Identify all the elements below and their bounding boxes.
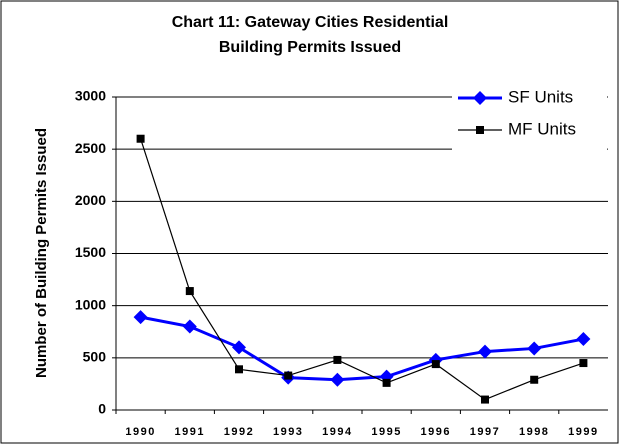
data-point <box>136 134 145 143</box>
data-point <box>133 310 148 325</box>
series-line <box>140 315 584 382</box>
data-point <box>235 365 243 374</box>
legend-label: SF Units <box>508 87 573 106</box>
x-tick-label: 1993 <box>273 426 303 438</box>
data-point <box>333 355 342 364</box>
y-axis-label: Number of Building Permits Issued <box>33 128 50 378</box>
data-point <box>232 340 246 355</box>
y-tick-label: 1500 <box>75 244 106 260</box>
data-point <box>579 359 588 368</box>
data-point <box>182 319 197 334</box>
data-point <box>284 371 293 380</box>
data-point <box>527 341 542 356</box>
series-line <box>140 138 584 401</box>
data-point <box>530 375 539 384</box>
chart-title: Chart 11: Gateway Cities Residential Bui… <box>171 14 449 56</box>
data-point <box>478 344 492 359</box>
x-tick-label: 1991 <box>175 426 205 438</box>
data-point <box>382 378 391 387</box>
x-tick-label: 1997 <box>470 426 500 438</box>
data-point <box>576 332 591 347</box>
y-tick-label: 2500 <box>75 140 106 156</box>
legend-label: MF Units <box>508 119 576 138</box>
x-tick-label: 1990 <box>125 426 155 438</box>
x-tick-label: 1994 <box>322 426 352 438</box>
y-tick-label: 0 <box>98 401 106 417</box>
y-tick-label: 3000 <box>75 88 106 104</box>
y-tick-label: 500 <box>83 349 107 365</box>
data-point <box>185 287 194 296</box>
data-point <box>431 360 440 369</box>
x-tick-label: 1995 <box>371 426 401 438</box>
data-point <box>481 395 489 404</box>
x-tick-label: 1996 <box>421 426 451 438</box>
legend-marker <box>473 91 487 105</box>
y-tick-label: 2000 <box>75 192 106 208</box>
x-tick-label: 1999 <box>568 426 598 438</box>
x-tick-label: 1998 <box>519 426 549 438</box>
y-tick-label: 1000 <box>75 296 106 312</box>
x-tick-label: 1992 <box>224 426 254 438</box>
data-point <box>330 372 345 387</box>
legend-marker <box>476 126 484 134</box>
